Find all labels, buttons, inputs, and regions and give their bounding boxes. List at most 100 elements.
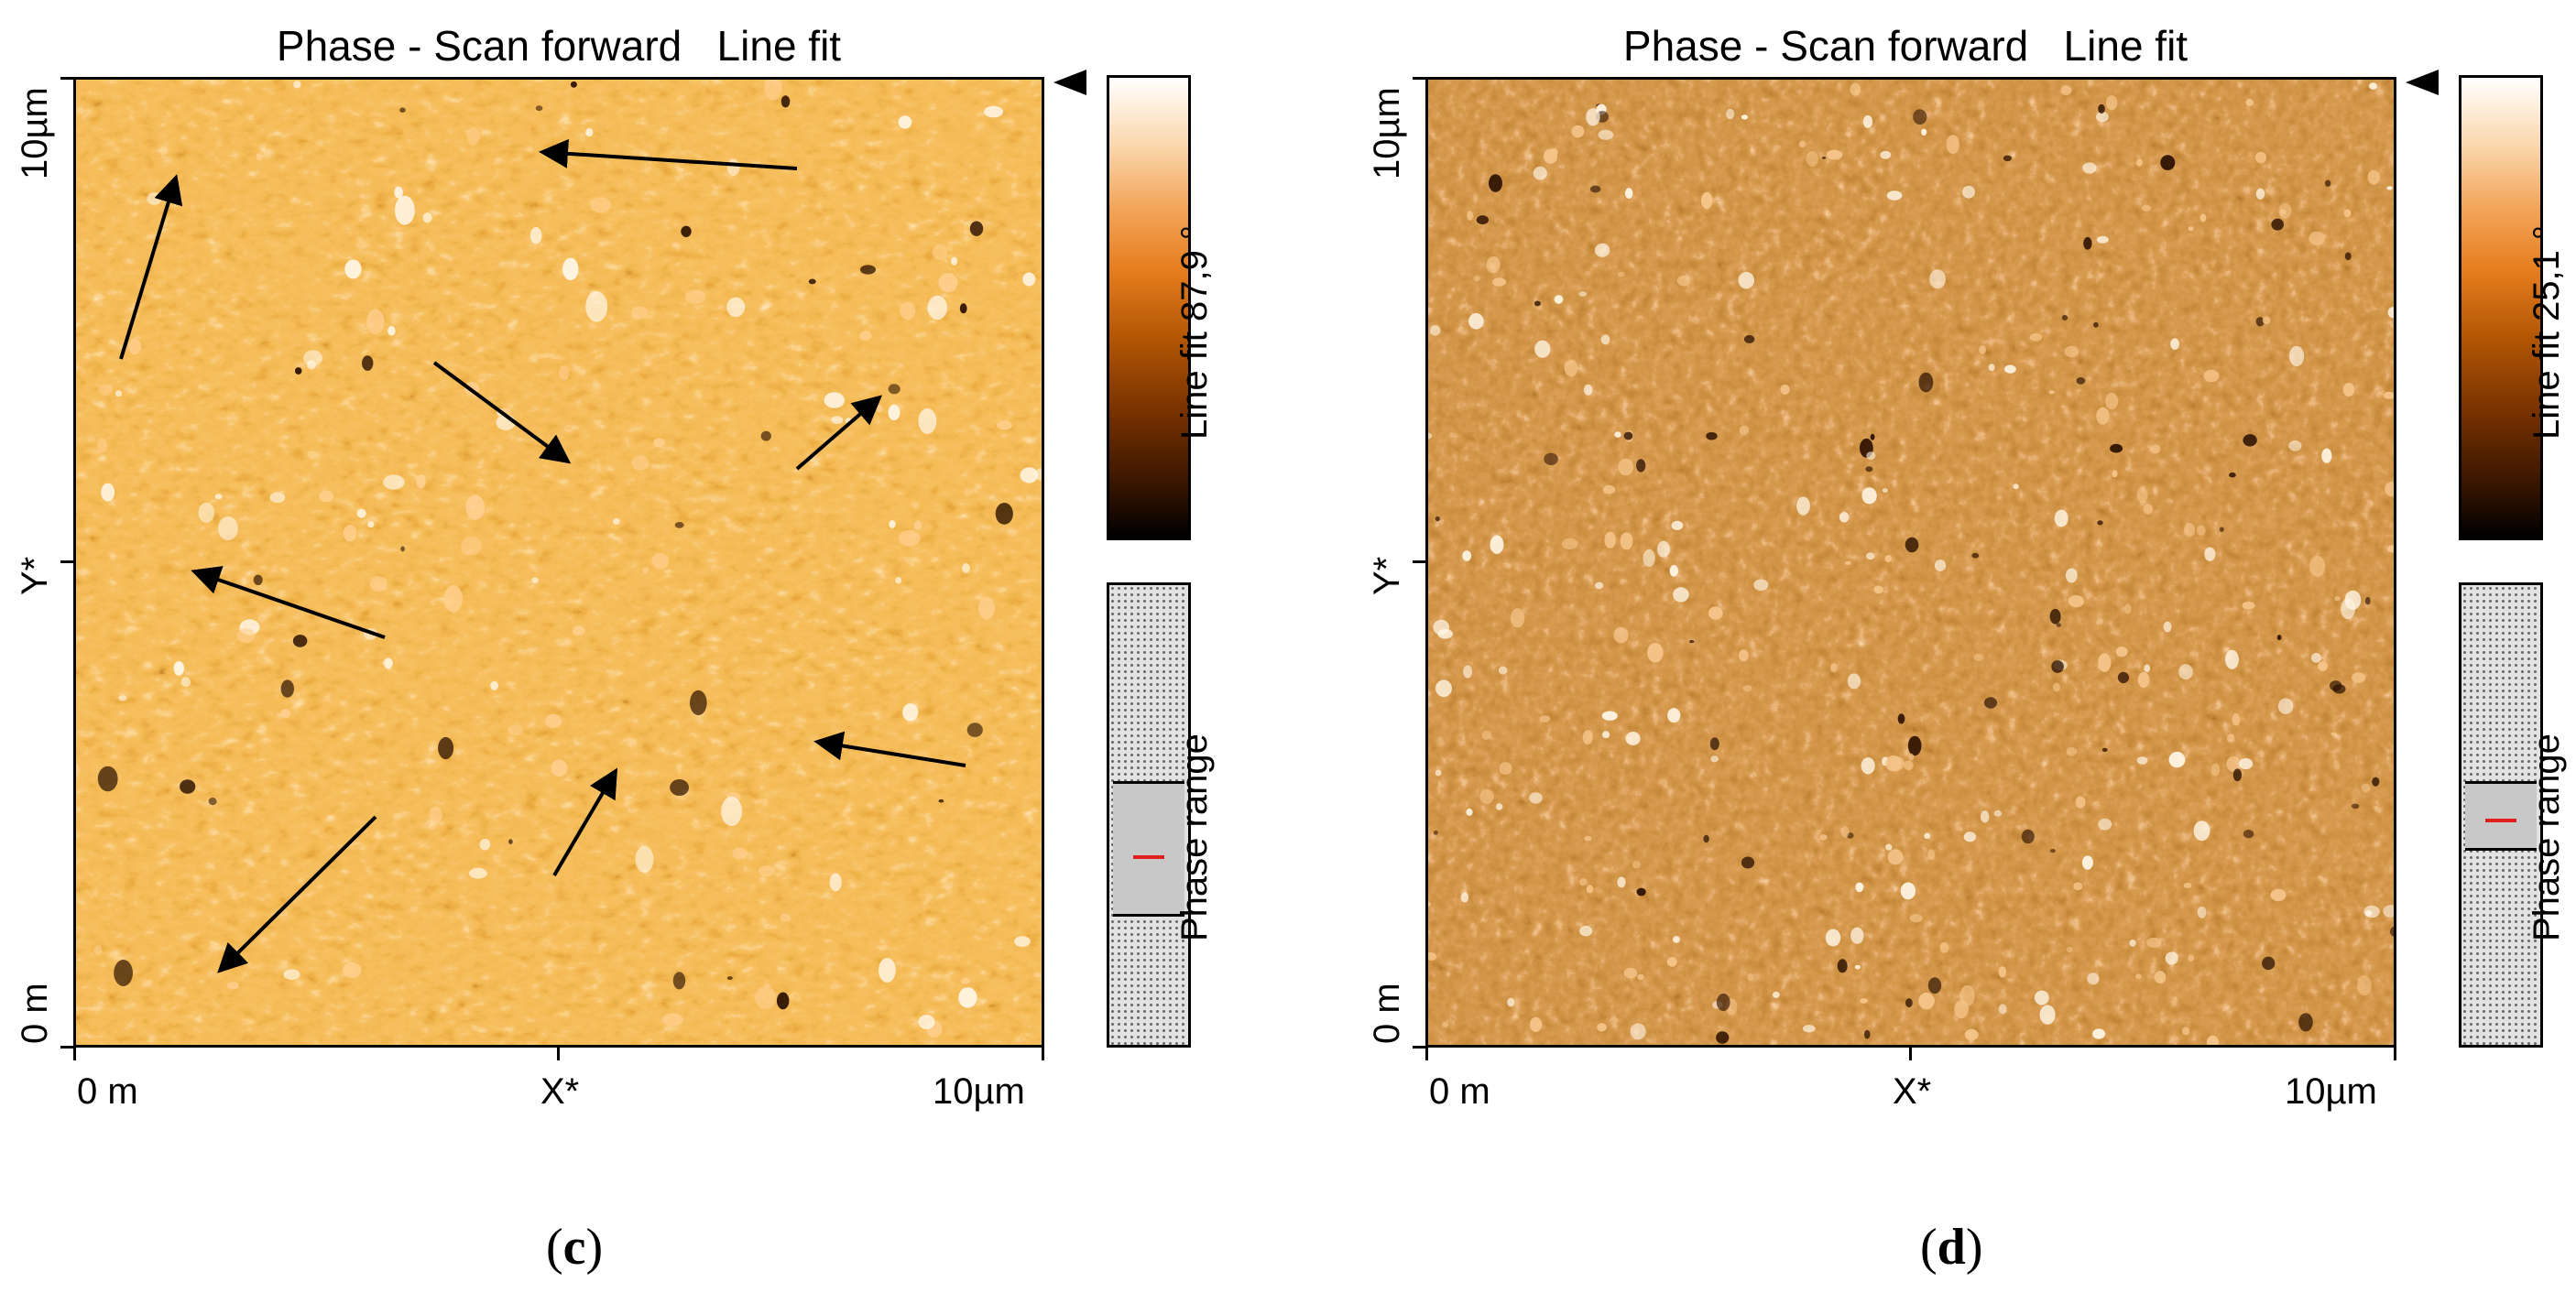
surface-grain — [1796, 496, 1810, 516]
surface-grain — [2049, 608, 2061, 625]
surface-grain — [1466, 808, 1473, 816]
phase-range-marker — [1133, 855, 1164, 859]
surface-grain — [726, 158, 740, 177]
surface-grain — [1710, 755, 1719, 763]
surface-grain — [1486, 256, 1501, 274]
surface-grain — [369, 576, 387, 592]
surface-grain — [226, 982, 239, 990]
surface-grain — [467, 126, 480, 146]
x-axis-name: X* — [1893, 1071, 1932, 1112]
surface-grain — [1726, 108, 1735, 120]
surface-grain — [960, 978, 971, 984]
surface-grain — [2101, 747, 2108, 753]
surface-grain — [2096, 235, 2109, 244]
surface-grain — [2096, 112, 2109, 123]
surface-grain — [1927, 977, 1942, 994]
surface-grain — [1601, 711, 1618, 721]
surface-grain — [2013, 484, 2019, 490]
surface-grain — [2383, 391, 2396, 399]
surface-grain — [2357, 975, 2372, 996]
surface-grain — [1492, 277, 1506, 287]
surface-grain — [2351, 803, 2360, 810]
surface-grain — [1689, 639, 1695, 644]
surface-grain — [1554, 295, 1564, 304]
surface-grain — [1819, 834, 1828, 841]
surface-grain — [1866, 451, 1876, 461]
surface-grain — [2051, 660, 2064, 673]
surface-grain — [118, 695, 127, 701]
surface-grain — [2066, 746, 2078, 756]
surface-grain — [1993, 810, 2003, 817]
surface-grain — [1988, 364, 1995, 372]
surface-grain — [1623, 431, 1633, 440]
surface-grain — [508, 724, 524, 736]
annotation-arrow — [539, 138, 798, 170]
surface-grain — [1433, 830, 1438, 835]
phase-texture — [73, 77, 1044, 1048]
surface-grain — [1529, 792, 1543, 804]
surface-grain — [966, 723, 983, 737]
surface-grain — [319, 490, 334, 503]
y-tick-bottom — [60, 1046, 73, 1049]
surface-grain — [438, 736, 454, 760]
surface-grain — [2098, 818, 2112, 831]
surface-grain — [1618, 271, 1625, 277]
surface-grain — [1442, 1021, 1449, 1028]
surface-grain — [394, 186, 404, 199]
surface-grain — [1657, 540, 1670, 558]
surface-grain — [1595, 581, 1604, 590]
surface-grain — [114, 960, 133, 986]
surface-grain — [1582, 730, 1593, 744]
surface-grain — [469, 867, 487, 879]
surface-grain — [293, 81, 301, 89]
surface-grain — [2254, 151, 2267, 164]
phase-map-d — [1425, 77, 2396, 1048]
surface-grain — [2207, 1035, 2219, 1048]
surface-grain — [1579, 878, 1588, 886]
surface-grain — [1613, 626, 1629, 644]
surface-grain — [1534, 300, 1541, 307]
panel-title: Phase - Scan forward Line fit — [276, 22, 842, 70]
surface-grain — [2276, 635, 2282, 641]
surface-grain — [2361, 783, 2371, 793]
surface-grain — [1742, 685, 1752, 692]
surface-grain — [1866, 552, 1875, 560]
surface-grain — [2227, 734, 2235, 743]
y-tick-bottom — [1413, 1046, 1425, 1049]
surface-grain — [2105, 392, 2119, 410]
y-axis-top-label: 10µm — [15, 87, 55, 179]
afm-panel-d: Phase - Scan forward Line fit — [1288, 0, 2576, 1304]
surface-grain — [1860, 998, 1868, 1004]
surface-grain — [2245, 98, 2254, 106]
surface-grain — [2321, 448, 2332, 463]
x-tick-right — [2394, 1048, 2396, 1060]
surface-grain — [889, 520, 896, 528]
surface-grain — [590, 197, 611, 213]
surface-grain — [422, 212, 432, 223]
range-label: Phase range — [1174, 734, 1215, 941]
surface-grain — [218, 516, 238, 541]
surface-grain — [2243, 830, 2254, 839]
surface-grain — [1825, 929, 1841, 947]
surface-grain — [2324, 179, 2331, 187]
surface-grain — [93, 945, 103, 955]
surface-grain — [1885, 843, 1893, 851]
surface-grain — [1929, 269, 1946, 289]
surface-grain — [1921, 128, 1927, 136]
surface-grain — [918, 1015, 935, 1029]
surface-grain — [2060, 85, 2072, 95]
surface-grain — [1738, 649, 1749, 662]
surface-grain — [1647, 642, 1664, 663]
surface-grain — [2184, 523, 2196, 538]
surface-grain — [2342, 383, 2355, 397]
surface-grain — [395, 195, 415, 225]
phase-range-indicator — [1107, 582, 1191, 1048]
surface-grain — [1865, 466, 1873, 473]
surface-grain — [2144, 664, 2151, 672]
surface-grain — [2160, 155, 2176, 170]
surface-grain — [2310, 653, 2321, 663]
surface-grain — [1643, 549, 1655, 568]
annotation-arrow — [119, 174, 183, 360]
surface-grain — [2117, 671, 2129, 684]
surface-grain — [1669, 565, 1678, 577]
